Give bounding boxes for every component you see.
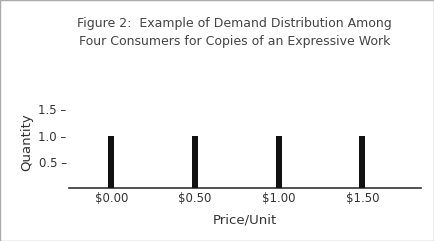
Bar <box>108 136 114 188</box>
Text: Figure 2:  Example of Demand Distribution Among
Four Consumers for Copies of an : Figure 2: Example of Demand Distribution… <box>77 17 392 48</box>
Bar <box>192 136 198 188</box>
X-axis label: Price/Unit: Price/Unit <box>213 214 277 227</box>
Bar <box>276 136 282 188</box>
Y-axis label: Quantity: Quantity <box>20 113 33 171</box>
Bar <box>359 136 365 188</box>
